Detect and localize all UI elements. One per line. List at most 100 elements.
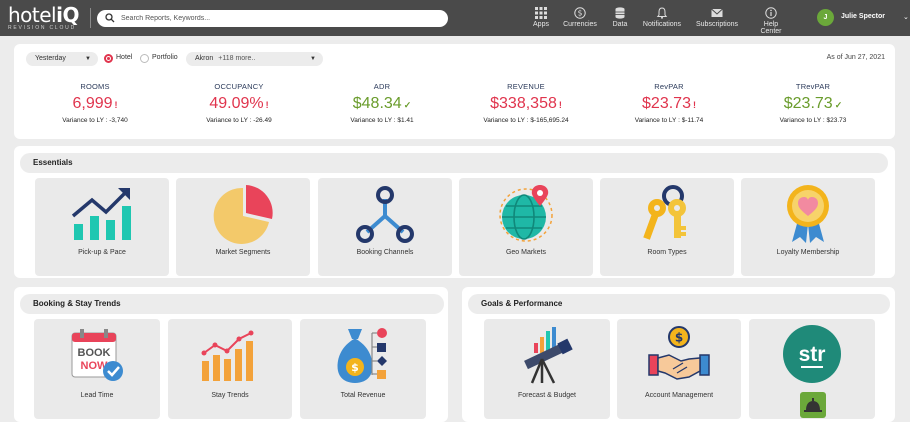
check-icon: ✓ [403, 100, 412, 110]
tile-label: Total Revenue [340, 392, 386, 399]
kpi-revpar[interactable]: RevPAR $23.73! Variance to LY : $-11.74 [599, 82, 739, 124]
kpi-variance: Variance to LY : $1.41 [350, 117, 414, 124]
kpi-occupancy[interactable]: OCCUPANCY 49.09%! Variance to LY : -26.4… [169, 82, 309, 124]
trend-down-icon: ! [265, 100, 269, 110]
caret-down-icon: ▼ [85, 56, 91, 62]
nav-label: Help Center [760, 21, 782, 35]
tile-account-management[interactable]: $ Account Management [617, 319, 741, 419]
goals-performance-section: Goals & Performance Forecast & Budget $ … [462, 287, 895, 422]
kpi-variance: Variance to LY : $-165,695.24 [483, 117, 569, 124]
radio-portfolio[interactable] [140, 54, 149, 63]
kpi-value: $23.73! [642, 95, 696, 112]
caret-down-icon: ▼ [310, 56, 316, 62]
info-icon [765, 7, 777, 19]
tile-lead-time[interactable]: BOOK NOW Lead Time [34, 319, 160, 419]
globe-pin-icon [499, 185, 553, 242]
search-icon [105, 13, 115, 23]
keys-icon [643, 185, 686, 240]
tile-label: Room Types [647, 249, 687, 256]
kpi-label: REVENUE [507, 82, 545, 91]
search-input[interactable] [121, 12, 441, 25]
tile-pickup-pace[interactable]: Pick-up & Pace [35, 178, 169, 276]
hotel-select[interactable]: Akron +118 more.. ▼ [186, 52, 323, 66]
nav-currencies[interactable]: $ Currencies [563, 7, 597, 28]
kpi-label: OCCUPANCY [214, 82, 264, 91]
mail-icon [711, 8, 723, 17]
str-logo-text: str [799, 343, 826, 366]
trend-down-icon: ! [114, 100, 118, 110]
logo-subtitle: REVISION CLOUD [8, 25, 76, 31]
svg-text:$: $ [578, 9, 583, 18]
trend-down-icon: ! [692, 100, 696, 110]
tile-label: Loyalty Membership [776, 249, 840, 256]
radio-portfolio-label: Portfolio [152, 54, 178, 61]
essentials-section: Essentials Pick-up & Pace Market Segment… [14, 146, 895, 278]
kpi-label: TRevPAR [795, 82, 831, 91]
kpi-variance: Variance to LY : $-11.74 [634, 117, 704, 124]
section-title-essentials: Essentials [20, 153, 888, 173]
currency-icon: $ [574, 7, 586, 19]
kpi-rooms[interactable]: ROOMS 6,999! Variance to LY : -3,740 [25, 82, 165, 124]
section-title-goals: Goals & Performance [468, 294, 890, 314]
nav-label: Apps [533, 21, 549, 28]
as-of-date: As of Jun 27, 2021 [826, 54, 885, 61]
award-badge-icon [787, 185, 829, 243]
nav-subscriptions[interactable]: Subscriptions [695, 7, 739, 28]
bell-icon [656, 7, 668, 19]
tile-booking-channels[interactable]: Booking Channels [318, 178, 452, 276]
trend-down-icon: ! [558, 100, 562, 110]
kpi-value: 6,999! [72, 95, 118, 112]
kpi-label: RevPAR [654, 82, 684, 91]
tile-stay-trends[interactable]: Stay Trends [168, 319, 292, 419]
kpi-value: 49.09%! [209, 95, 269, 112]
avatar: J [817, 9, 834, 26]
tile-label: Booking Channels [356, 249, 414, 256]
section-title-booking: Booking & Stay Trends [20, 294, 444, 314]
nav-apps[interactable]: Apps [531, 7, 551, 28]
svg-text:$: $ [675, 331, 683, 345]
kpi-value: $48.34 ✓ [352, 95, 412, 112]
radio-hotel[interactable] [104, 54, 113, 63]
hoteliq-logo[interactable]: hoteliQ REVISION CLOUD [8, 5, 90, 31]
booking-stay-section: Booking & Stay Trends BOOK NOW Lead Time [14, 287, 448, 422]
bar-trend-icon [201, 330, 254, 381]
tile-room-types[interactable]: Room Types [600, 178, 734, 276]
kpi-adr[interactable]: ADR $48.34 ✓ Variance to LY : $1.41 [312, 82, 452, 124]
handshake-dollar-icon: $ [648, 326, 710, 380]
nav-label: Currencies [563, 21, 597, 28]
book-now-calendar-icon: BOOK NOW [71, 329, 123, 381]
nav-label: Subscriptions [695, 21, 739, 28]
logo-text: hoteliQ [8, 3, 79, 27]
tile-market-segments[interactable]: Market Segments [176, 178, 310, 276]
nav-label: Data [612, 21, 628, 28]
book-text: BOOK [78, 347, 111, 359]
hotel-select-value: Akron [195, 55, 214, 62]
tile-geo-markets[interactable]: Geo Markets [459, 178, 593, 276]
tile-label: Market Segments [215, 249, 271, 256]
svg-text:$: $ [351, 361, 359, 374]
nav-help-center[interactable]: Help Center [753, 7, 789, 35]
service-bell-button[interactable] [800, 392, 826, 418]
period-dropdown[interactable]: Yesterday ▼ [26, 52, 98, 66]
search-bar[interactable] [97, 10, 448, 27]
period-value: Yesterday [35, 55, 66, 62]
nav-label: Notifications [642, 21, 682, 28]
kpi-variance: Variance to LY : $23.73 [779, 117, 847, 124]
nav-data[interactable]: Data [610, 7, 630, 28]
check-icon: ✓ [834, 100, 843, 110]
kpi-card: Yesterday ▼ Hotel Portfolio Akron +118 m… [14, 44, 895, 139]
apps-icon [535, 7, 547, 19]
kpi-trevpar[interactable]: TRevPAR $23.73 ✓ Variance to LY : $23.73 [743, 82, 883, 124]
chevron-down-icon: ⌄ [903, 14, 909, 21]
tile-label: Stay Trends [211, 392, 249, 399]
tile-forecast-budget[interactable]: Forecast & Budget [484, 319, 610, 419]
growth-chart-icon [71, 188, 131, 240]
money-bag-icon: $ [337, 328, 387, 383]
kpi-revenue[interactable]: REVENUE $338,358! Variance to LY : $-165… [456, 82, 596, 124]
nav-notifications[interactable]: Notifications [642, 7, 682, 28]
radio-hotel-label: Hotel [116, 54, 133, 61]
kpi-label: ADR [373, 82, 391, 91]
tile-label: Pick-up & Pace [78, 249, 126, 256]
tile-loyalty-membership[interactable]: Loyalty Membership [741, 178, 875, 276]
tile-total-revenue[interactable]: $ Total Revenue [300, 319, 426, 419]
